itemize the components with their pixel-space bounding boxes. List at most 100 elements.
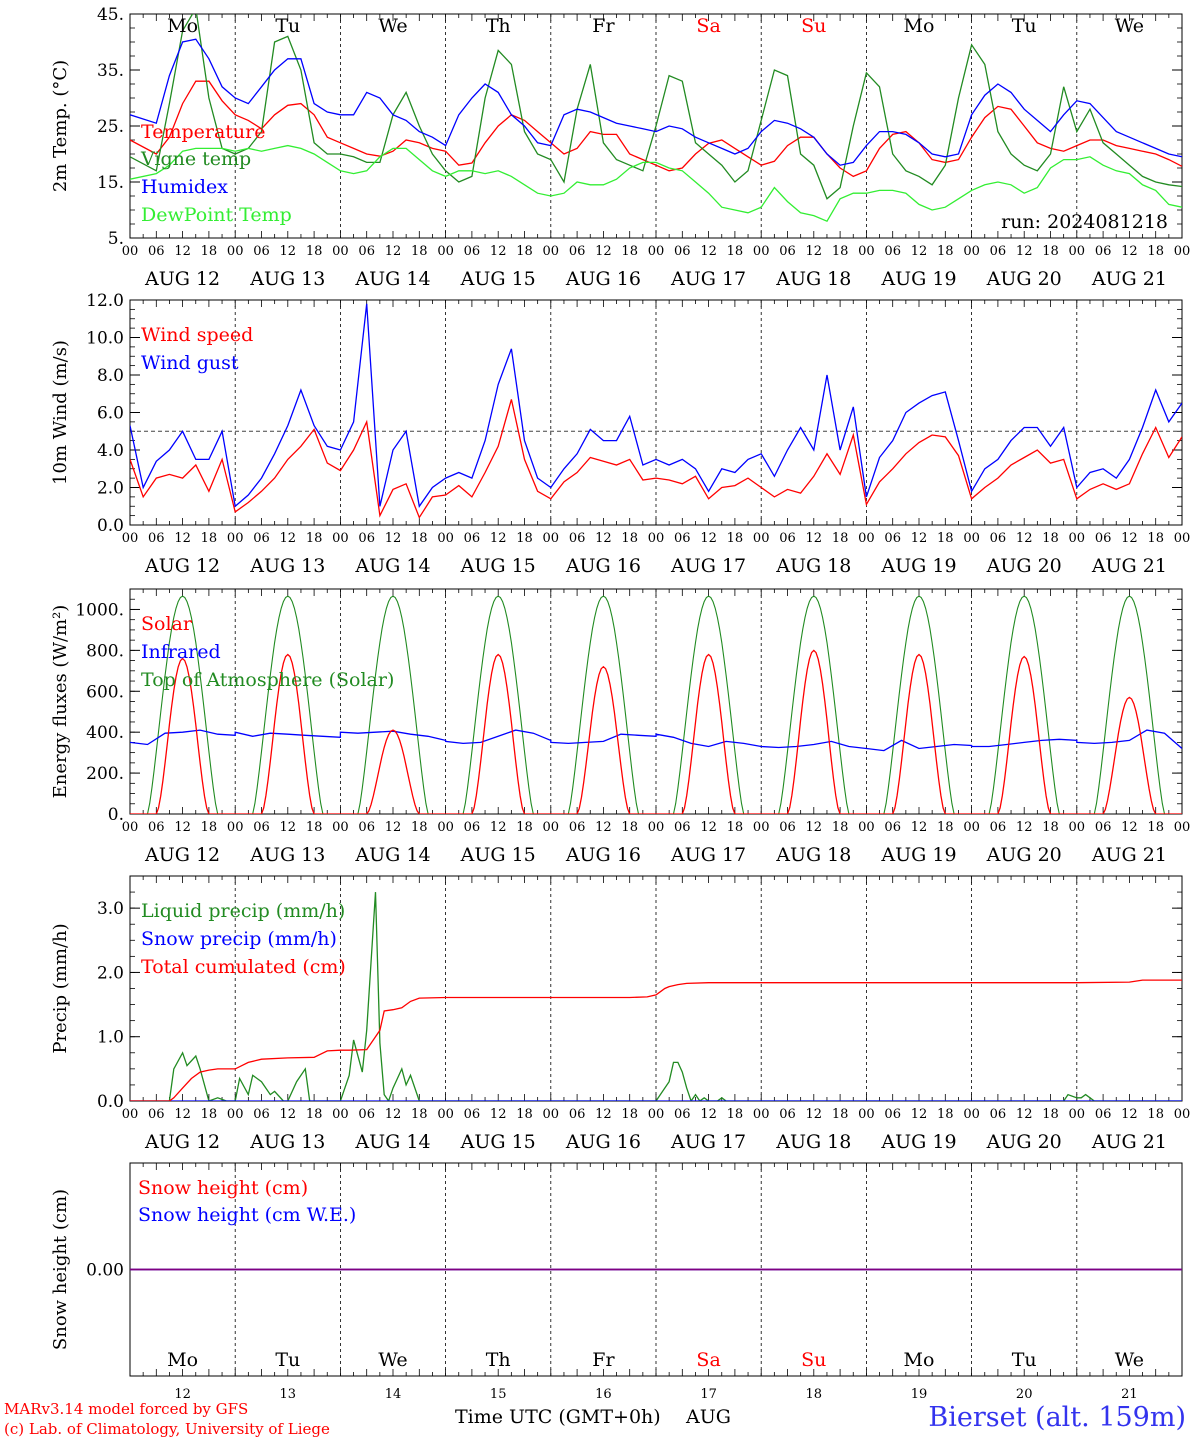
- hour-label: 06: [358, 820, 375, 835]
- hour-label: 00: [543, 1107, 560, 1122]
- date-label: AUG 21: [1091, 844, 1167, 866]
- hour-label: 12: [280, 244, 297, 259]
- y-tick-label: 400.: [86, 723, 124, 743]
- date-label: AUG 21: [1091, 555, 1167, 577]
- hour-label: 12: [174, 1107, 191, 1122]
- hour-label: 06: [464, 531, 481, 546]
- hour-label: 00: [648, 531, 665, 546]
- date-label: AUG 17: [670, 555, 746, 577]
- hour-label: 06: [569, 244, 586, 259]
- plot-frame: [129, 299, 1183, 526]
- hour-label: 00: [437, 531, 454, 546]
- weekday-label-top: We: [378, 15, 407, 37]
- date-label: AUG 20: [986, 1131, 1062, 1153]
- y-tick-label: 3.0: [97, 899, 124, 919]
- legend-item: Humidex: [141, 176, 228, 198]
- hour-label: 12: [174, 244, 191, 259]
- weekday-label-bottom: Su: [801, 1349, 826, 1371]
- hour-label: 06: [1095, 244, 1112, 259]
- hour-label: 06: [1095, 1107, 1112, 1122]
- hour-label: 12: [1121, 244, 1138, 259]
- station-label: Bierset (alt. 159m): [928, 1402, 1186, 1433]
- hour-label: 18: [727, 531, 744, 546]
- hour-label: 12: [595, 1107, 612, 1122]
- hour-label: 06: [884, 244, 901, 259]
- y-tick-label: 600.: [86, 682, 124, 702]
- hour-label: 00: [1174, 820, 1191, 835]
- date-label: AUG 15: [460, 1131, 536, 1153]
- hour-label: 00: [543, 531, 560, 546]
- hour-label: 18: [727, 1107, 744, 1122]
- hour-label: 06: [148, 820, 165, 835]
- hour-label: 18: [306, 820, 323, 835]
- date-label: AUG 12: [144, 1131, 220, 1153]
- hour-label: 06: [464, 244, 481, 259]
- series-line-liquid-precip-mm-h-: [130, 892, 1182, 1101]
- date-label: AUG 12: [144, 555, 220, 577]
- hour-label: 00: [437, 820, 454, 835]
- hour-label: 06: [1095, 820, 1112, 835]
- weekday-label-bottom: We: [378, 1349, 407, 1371]
- date-label: AUG 19: [880, 844, 956, 866]
- hour-label: 12: [911, 244, 928, 259]
- y-axis-label: Energy fluxes (W/m²): [50, 605, 71, 799]
- hour-label: 18: [411, 1107, 428, 1122]
- hour-label: 12: [806, 531, 823, 546]
- hour-label: 06: [674, 1107, 691, 1122]
- hour-label: 18: [516, 820, 533, 835]
- hour-label: 18: [621, 820, 638, 835]
- date-label: AUG 16: [565, 555, 641, 577]
- weekday-label-top: Mo: [167, 15, 198, 37]
- series-line-vigne-temp: [130, 14, 1182, 200]
- date-label: AUG 13: [249, 1131, 325, 1153]
- date-label: AUG 12: [144, 844, 220, 866]
- hour-label: 06: [148, 531, 165, 546]
- weekday-label-top: Th: [486, 15, 511, 37]
- weekday-label-bottom: Fr: [592, 1349, 615, 1371]
- date-label: AUG 18: [775, 1131, 851, 1153]
- hour-label: 18: [516, 531, 533, 546]
- hour-label: 06: [674, 531, 691, 546]
- hour-label: 12: [385, 820, 402, 835]
- hour-label: 18: [306, 531, 323, 546]
- y-tick-label: 35.: [97, 61, 124, 81]
- chart-panel-2: 0.0 2.0 4.0 6.0 8.0 10.0 12.0 10m Wind (m/s) Win…: [50, 291, 1190, 577]
- legend-item: Snow height (cm): [138, 1177, 308, 1199]
- hour-label: 18: [621, 531, 638, 546]
- hour-label: 18: [832, 531, 849, 546]
- legend-item: Snow precip (mm/h): [141, 928, 337, 950]
- hour-label: 06: [1095, 531, 1112, 546]
- day-number-label: 13: [280, 1387, 297, 1402]
- hour-label: 06: [253, 820, 270, 835]
- hour-label: 12: [595, 244, 612, 259]
- hour-label: 18: [1042, 1107, 1059, 1122]
- chart-panel-3: 0. 200. 400. 600. 800. 1000.Energy fluxes (W/…: [50, 588, 1191, 866]
- hour-label: 12: [595, 820, 612, 835]
- hour-label: 00: [1174, 1107, 1191, 1122]
- date-label: AUG 15: [460, 268, 536, 290]
- hour-label: 00: [227, 244, 244, 259]
- hour-label: 00: [122, 820, 139, 835]
- weekday-label-bottom: Tu: [275, 1349, 300, 1371]
- hour-label: 00: [543, 820, 560, 835]
- y-tick-label: 0.0: [97, 516, 124, 536]
- hour-label: 18: [832, 820, 849, 835]
- hour-label: 18: [411, 820, 428, 835]
- y-tick-label: 4.0: [97, 441, 124, 461]
- hour-label: 00: [1174, 531, 1191, 546]
- hour-label: 06: [358, 531, 375, 546]
- y-tick-label: 0.0: [97, 1092, 124, 1112]
- hour-label: 18: [1147, 820, 1164, 835]
- hour-label: 06: [253, 531, 270, 546]
- day-number-label: 17: [700, 1387, 717, 1402]
- date-label: AUG 12: [144, 268, 220, 290]
- hour-label: 00: [753, 531, 770, 546]
- hour-label: 18: [1147, 531, 1164, 546]
- hour-label: 06: [884, 820, 901, 835]
- hour-label: 00: [753, 1107, 770, 1122]
- time-axis-label: Time UTC (GMT+0h): [455, 1406, 661, 1428]
- hour-label: 12: [490, 244, 507, 259]
- hour-label: 12: [1121, 820, 1138, 835]
- date-label: AUG 13: [249, 555, 325, 577]
- hour-label: 06: [464, 1107, 481, 1122]
